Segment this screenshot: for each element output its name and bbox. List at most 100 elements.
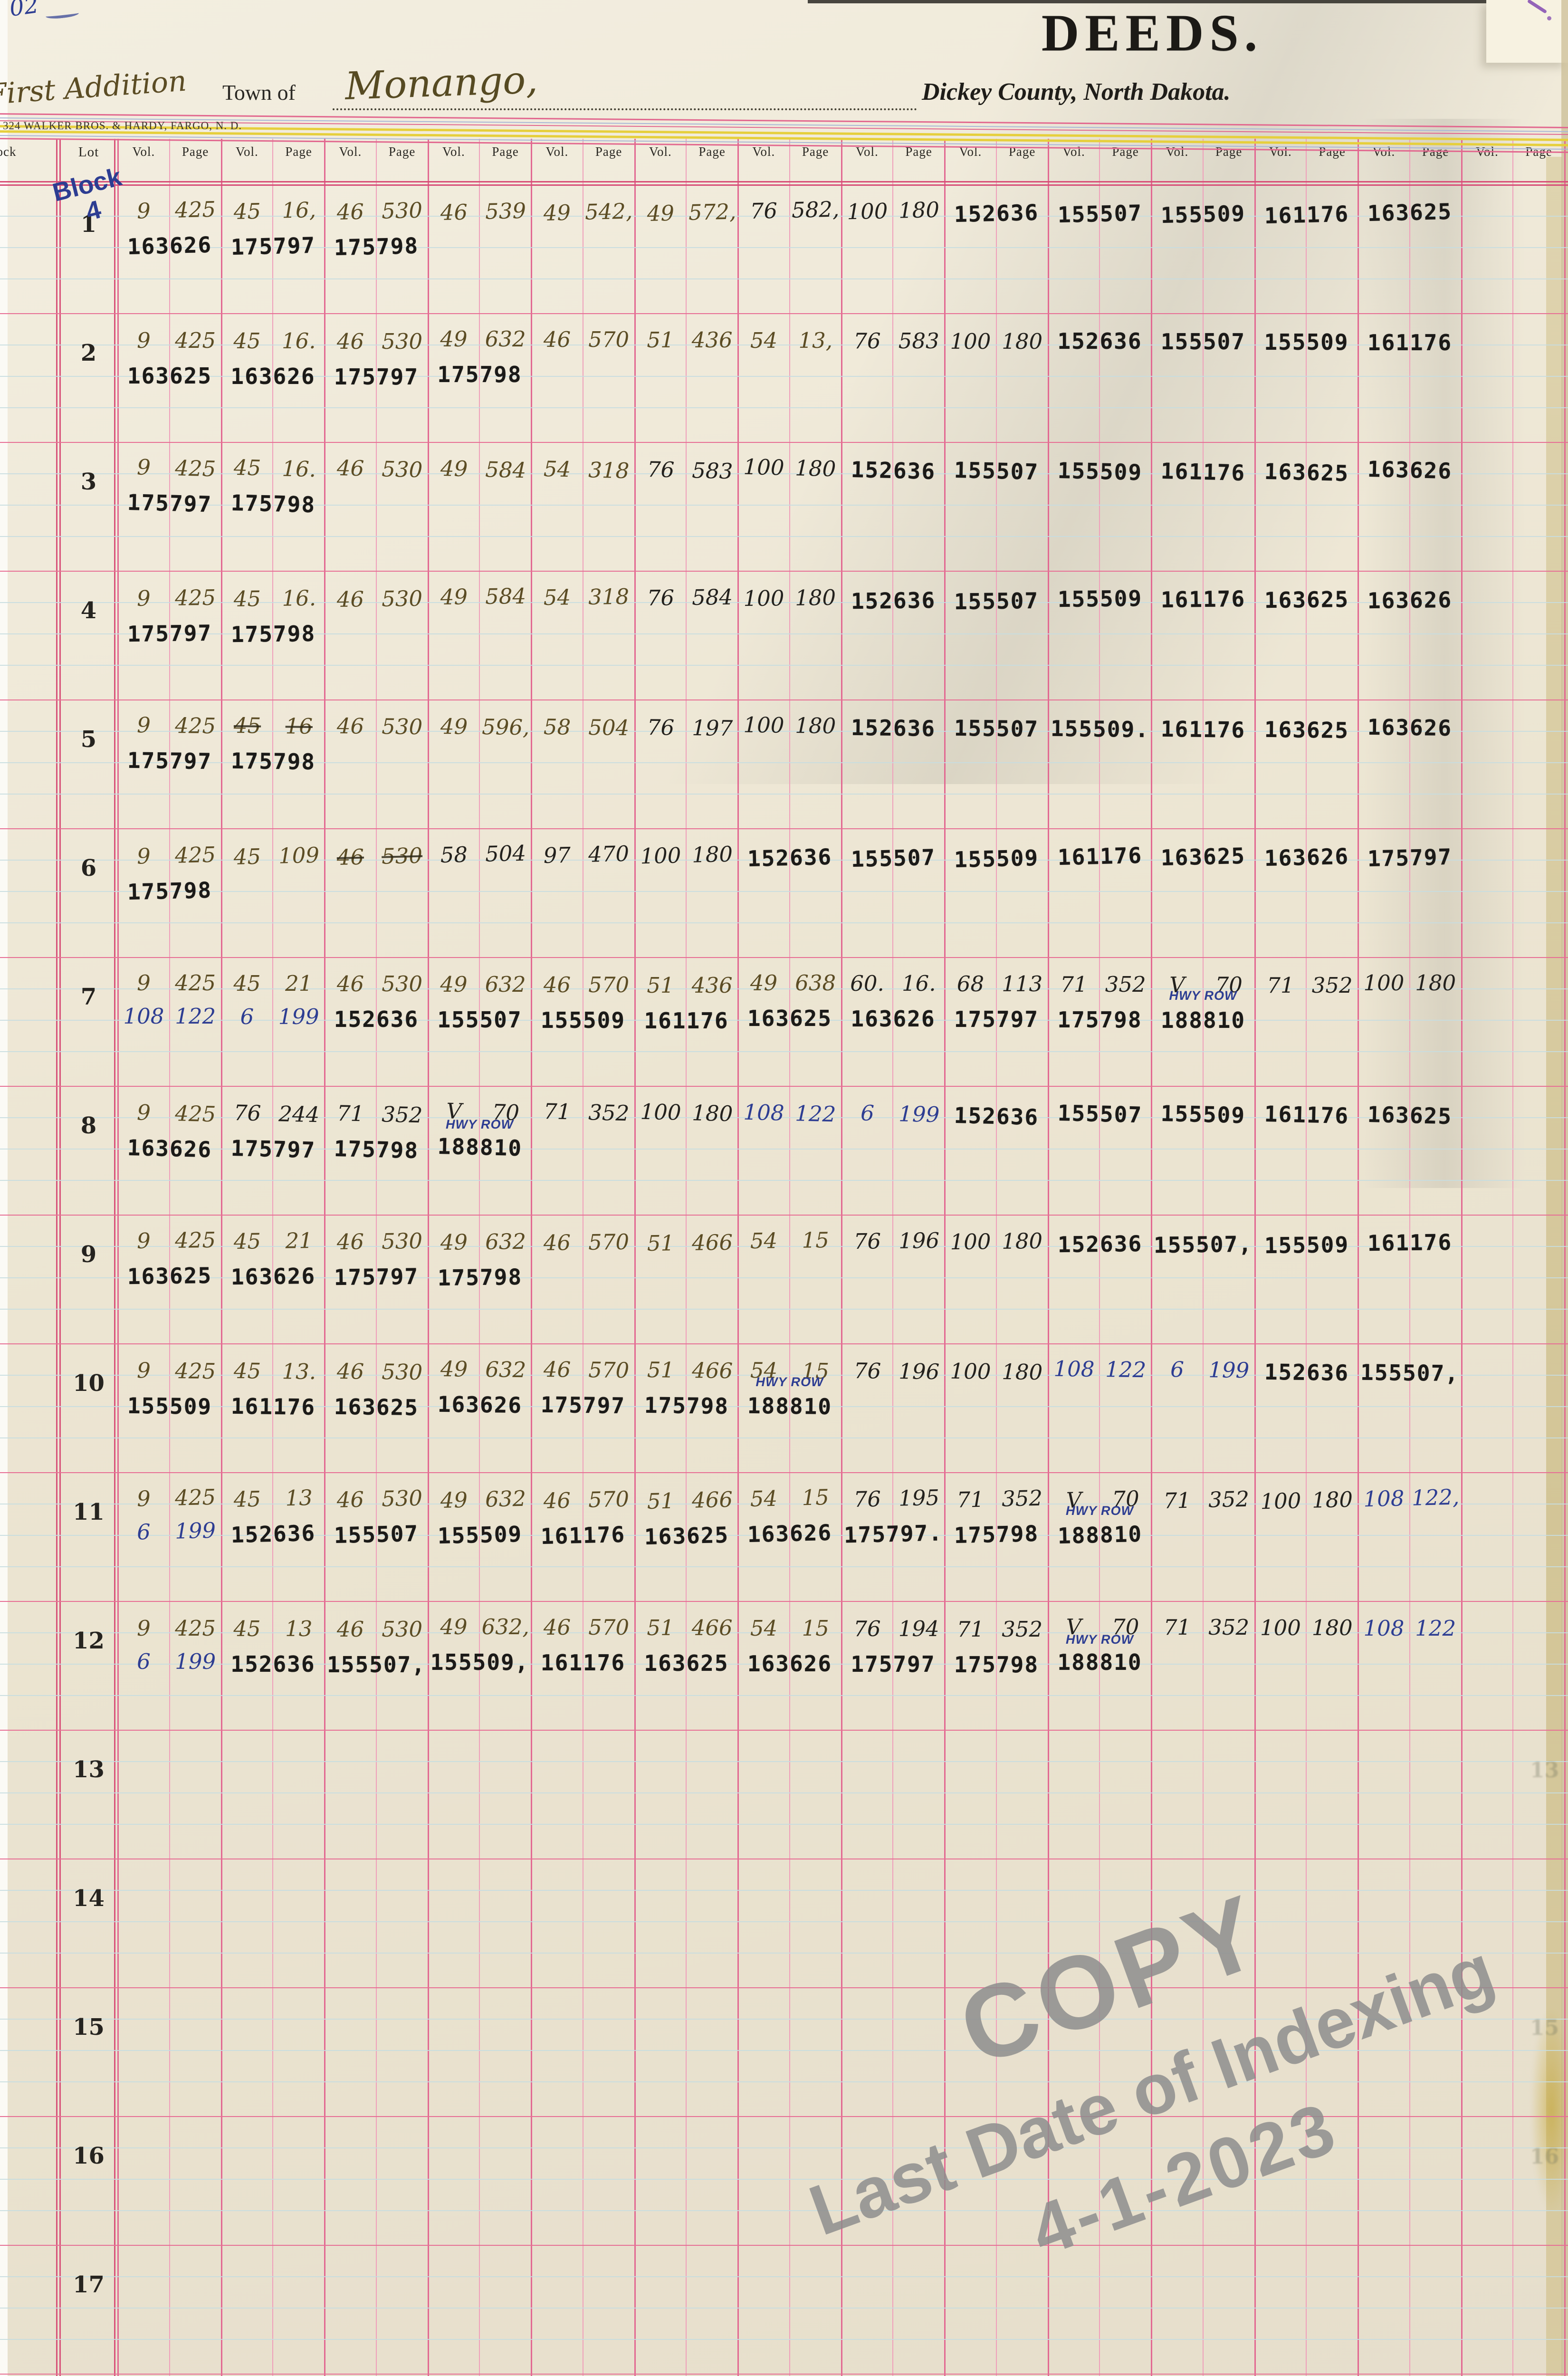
vol-value: 71 <box>543 1098 571 1125</box>
page-value: 632 <box>485 1228 526 1255</box>
grid-subline <box>0 1664 1568 1665</box>
grid-subline <box>0 2019 1568 2020</box>
vol-page-entry: 49 572, <box>634 196 738 233</box>
vol-page-entry: 46 530 <box>325 711 428 747</box>
grid-subline <box>0 1953 1568 1954</box>
vol-value: 45 <box>233 1616 261 1641</box>
page-value: 180 <box>1415 970 1456 996</box>
vol-value: 49 <box>440 455 468 482</box>
lot-number: 1 <box>80 211 97 238</box>
vol-page-entry: 51 466 <box>634 1227 738 1263</box>
document-number-stamp: 155507, <box>1153 1231 1253 1258</box>
vol-value: 100 <box>846 198 888 225</box>
page-value: 195 <box>898 1485 940 1511</box>
vol-value: 9 <box>136 1485 151 1512</box>
page-value: 539 <box>485 198 526 224</box>
grid-vline <box>686 139 687 2376</box>
vol-page-entry: V 70 <box>1048 1612 1152 1646</box>
grid-vline <box>1202 139 1204 2376</box>
vol-value: 100 <box>743 585 784 612</box>
vol-page-entry: 45 16, <box>221 194 325 231</box>
document-number-stamp: 161176 <box>1367 1229 1453 1256</box>
dotted-leader-line <box>333 84 917 110</box>
vol-page-entry: 6 199 <box>118 1647 221 1681</box>
page-column-header: Page <box>595 144 622 159</box>
grid-subline <box>0 216 1568 217</box>
vol-page-entry: 9 425 <box>118 1613 221 1648</box>
vol-value: 49 <box>440 1229 468 1255</box>
page-value: 425 <box>174 1484 216 1511</box>
grid-subline <box>0 2308 1568 2309</box>
document-number-stamp: 175797 <box>127 489 212 517</box>
document-number-stamp: 163626 <box>437 1391 522 1418</box>
vol-value: 45 <box>233 198 261 225</box>
vol-page-entry: V 70 <box>1151 970 1255 1004</box>
vol-value: 108 <box>123 1004 164 1029</box>
page-value: 21 <box>285 971 313 996</box>
page-value: 197 <box>691 715 733 741</box>
document-number-stamp: 175798 <box>230 489 316 518</box>
grid-vline <box>944 139 946 2376</box>
document-number-stamp: 155509 <box>1160 200 1246 229</box>
vol-value: 49 <box>646 200 675 227</box>
page-value: 570 <box>588 327 630 352</box>
page-value: 352 <box>381 1102 423 1128</box>
page-value: 180 <box>691 841 733 868</box>
page-value: 504 <box>485 840 526 867</box>
document-number-stamp: 161176 <box>540 1521 626 1550</box>
lot-number: 17 <box>73 2271 105 2298</box>
vol-value: 76 <box>853 1358 881 1384</box>
document-number-stamp: 161176 <box>540 1650 626 1676</box>
document-number-stamp: 175798 <box>437 1264 522 1291</box>
vol-value: 108 <box>743 1099 785 1126</box>
grid-vline <box>1409 139 1410 2376</box>
vol-page-entry: 71 352 <box>945 1614 1048 1648</box>
document-number-stamp: 175797 <box>540 1391 626 1419</box>
grid-vline <box>1306 139 1307 2376</box>
page-value: 15 <box>802 1616 829 1641</box>
page-value: 70 <box>1215 972 1243 997</box>
grid-subline <box>0 1921 1568 1922</box>
grid-subline <box>0 1761 1568 1762</box>
page-value: 583 <box>898 328 939 354</box>
vol-page-entry: 49 596, <box>428 711 531 747</box>
grid-subline <box>0 988 1568 989</box>
page-value: 122 <box>794 1101 836 1127</box>
grid-vline <box>272 139 274 2376</box>
vol-page-entry: 71 352 <box>531 1096 635 1132</box>
page-value: 15 <box>802 1227 830 1253</box>
vol-value: 51 <box>647 1615 674 1640</box>
addition-script: First Addition <box>0 64 188 112</box>
page-value: 530 <box>382 714 423 740</box>
vol-value: 76 <box>750 198 778 224</box>
vol-page-entry: 71 352 <box>1255 970 1358 1005</box>
vol-value: 46 <box>336 1358 364 1384</box>
vol-page-entry: 100 180 <box>634 839 738 875</box>
page-value: 16 <box>285 713 313 739</box>
grid-vline <box>117 139 119 2376</box>
copy-watermark: COPY Last Date of Indexing 4-1-2023 <box>574 1736 1568 2376</box>
hwy-row-note: HWY ROW <box>755 1375 824 1389</box>
grid-hline <box>0 1472 1568 1473</box>
document-number-stamp: 163626 <box>127 231 212 260</box>
document-number-stamp: 155507, <box>1360 1359 1460 1387</box>
grid-subline <box>0 1180 1568 1181</box>
page-value: 70 <box>1112 1614 1139 1639</box>
vol-value: V <box>1169 972 1185 997</box>
document-number-stamp: 163625 <box>127 1262 212 1290</box>
document-number-stamp: 163625 <box>127 363 212 389</box>
grid-vline <box>892 139 894 2376</box>
vol-value: 49 <box>543 200 571 226</box>
grid-hline <box>0 957 1568 958</box>
vol-value: 9 <box>136 712 151 738</box>
vol-page-entry: 100 180 <box>738 710 841 746</box>
document-number-stamp: 188810 <box>1057 1521 1143 1549</box>
grid-subline <box>0 376 1568 377</box>
vol-value: 45 <box>233 328 261 354</box>
vol-value: 76 <box>646 585 674 611</box>
grid-vline <box>841 139 842 2376</box>
vol-value: 6 <box>1170 1357 1185 1382</box>
grid-subline <box>0 1149 1568 1150</box>
document-number-stamp: 163626 <box>747 1651 832 1677</box>
ghost-number: 13 <box>1530 1758 1559 1782</box>
